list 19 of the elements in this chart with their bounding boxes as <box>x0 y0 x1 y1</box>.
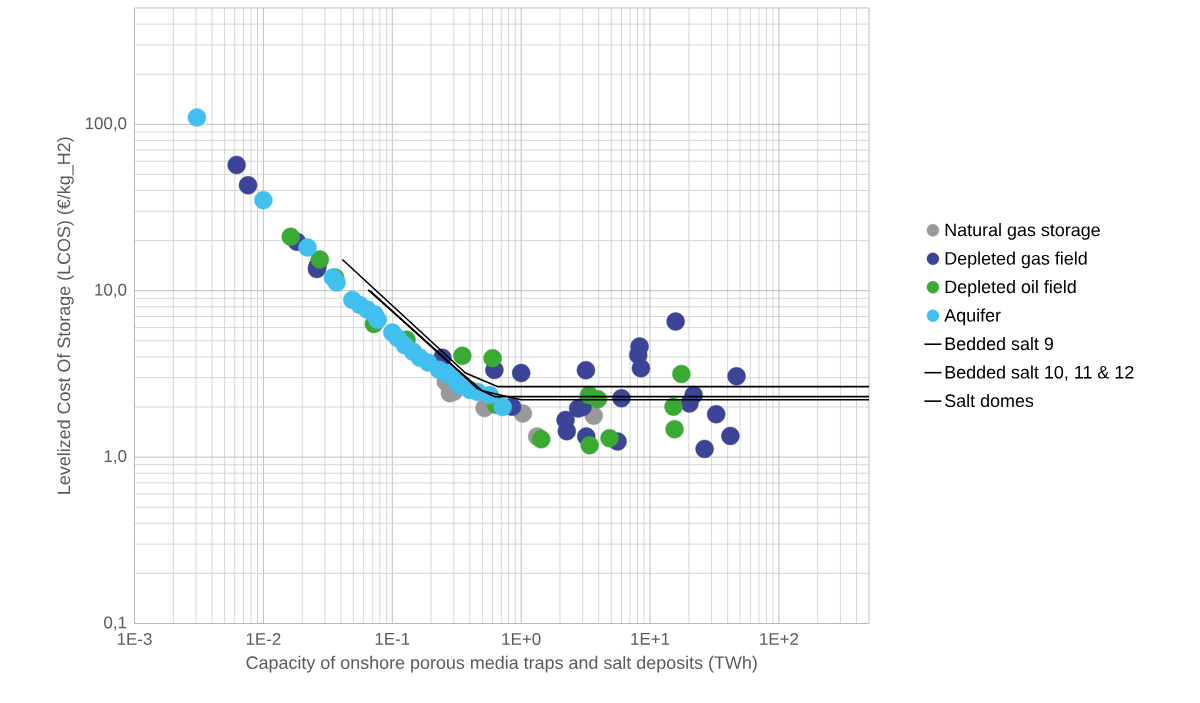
y-axis-title: Levelized Cost Of Storage (LCOS) (€/kg_H2) <box>57 137 74 494</box>
y-tick-label: 100,0 <box>85 117 127 132</box>
legend-label: Aquifer <box>944 308 1001 326</box>
legend-label: Bedded salt 10, 11 & 12 <box>945 365 1134 381</box>
legend-label: Salt domes <box>945 393 1034 408</box>
x-tick-label: 1E-1 <box>375 633 410 645</box>
y-tick-label: 10,0 <box>95 283 127 298</box>
y-tick-label: 0,1 <box>104 616 127 631</box>
legend-label: Natural gas storage <box>945 223 1100 240</box>
y-tick-label: 1,0 <box>104 450 127 465</box>
x-tick-label: 1E-3 <box>117 633 152 645</box>
x-tick-label: 1E-2 <box>246 633 281 645</box>
x-tick-label: 1E+2 <box>760 633 799 645</box>
x-tick-label: 1E+0 <box>502 633 541 645</box>
legend-label: Bedded salt 9 <box>945 336 1054 351</box>
x-axis-title: Capacity of onshore porous media traps and salt deposits (TWh) <box>246 655 757 673</box>
x-tick-label: 1E+1 <box>631 633 670 645</box>
legend-label: Depleted gas field <box>945 251 1087 269</box>
legend-label: Depleted oil field <box>945 280 1076 297</box>
